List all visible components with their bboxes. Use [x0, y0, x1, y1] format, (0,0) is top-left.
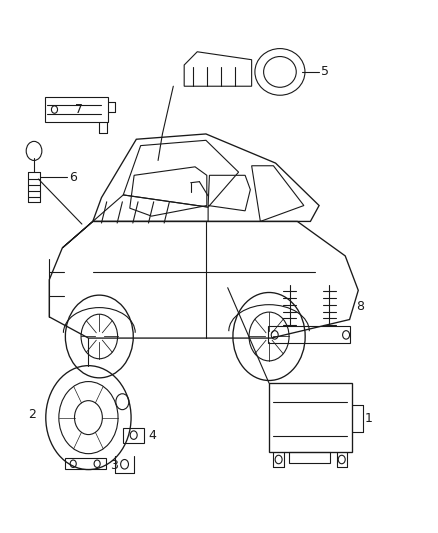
Bar	[289, 452, 330, 463]
Text: 2: 2	[28, 408, 36, 422]
Text: 3: 3	[110, 459, 118, 472]
Bar	[268, 326, 350, 343]
Text: 8: 8	[357, 300, 364, 313]
Bar	[45, 97, 108, 122]
Text: 6: 6	[69, 171, 77, 184]
Text: 1: 1	[365, 412, 373, 425]
Bar	[269, 383, 352, 452]
Text: 4: 4	[148, 429, 156, 442]
Text: 7: 7	[75, 103, 83, 116]
Text: 5: 5	[321, 66, 329, 78]
